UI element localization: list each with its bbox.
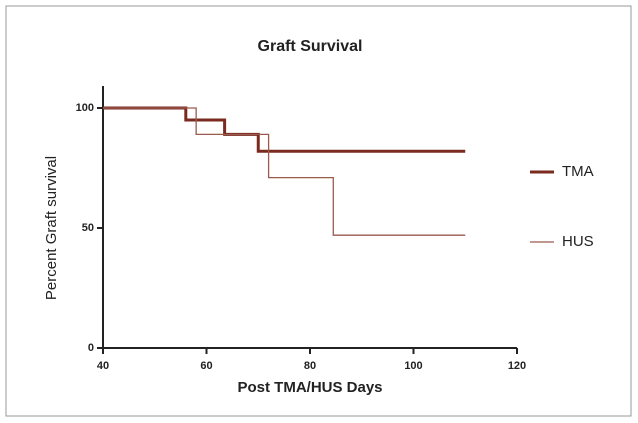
- x-tick-label: 40: [97, 360, 109, 372]
- y-tick-label: 50: [82, 222, 94, 234]
- frame: [5, 5, 632, 417]
- x-tick-label: 100: [404, 360, 422, 372]
- x-tick-label: 120: [508, 360, 526, 372]
- y-tick-label: 100: [76, 102, 94, 114]
- legend-label: HUS: [562, 233, 594, 250]
- survival-line: [103, 107, 466, 236]
- y-tick-label: 0: [88, 342, 94, 354]
- chart-title: Graft Survival: [258, 38, 363, 55]
- x-tick-label: 80: [304, 360, 316, 372]
- x-tick-label: 60: [200, 360, 212, 372]
- legend-label: TMA: [562, 163, 594, 180]
- y-axis-label: Percent Graft survival: [43, 156, 60, 300]
- x-axis-label: Post TMA/HUS Days: [237, 379, 382, 396]
